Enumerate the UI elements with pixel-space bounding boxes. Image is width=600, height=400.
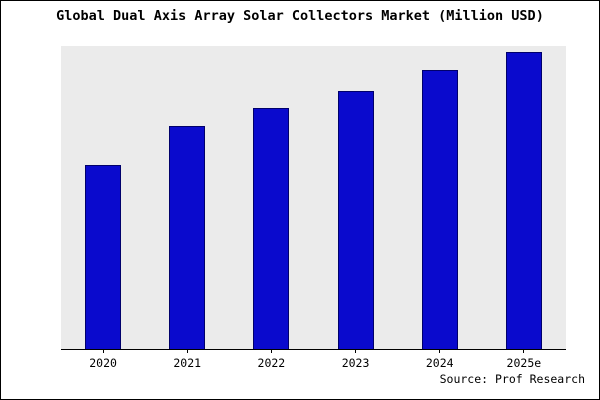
bar-2021 bbox=[169, 126, 206, 349]
chart-title: Global Dual Axis Array Solar Collectors … bbox=[56, 8, 544, 24]
x-axis-tick bbox=[270, 349, 272, 353]
x-axis-tick bbox=[102, 349, 104, 353]
bar-2023 bbox=[337, 90, 374, 349]
x-axis-label-text: 2025e bbox=[506, 356, 542, 370]
bar-2025e bbox=[505, 51, 542, 349]
bar-2022 bbox=[253, 108, 290, 349]
x-axis-label-2023: 2023 bbox=[338, 349, 374, 370]
x-axis-label-text: 2022 bbox=[257, 356, 286, 370]
x-axis-label-2024: 2024 bbox=[422, 349, 458, 370]
plot-area bbox=[61, 46, 566, 350]
x-axis-label-2020: 2020 bbox=[85, 349, 121, 370]
bar-2024 bbox=[421, 69, 458, 349]
x-axis-tick bbox=[355, 349, 357, 353]
x-axis-labels: 2020 2021 2022 2023 2024 2025e bbox=[61, 349, 566, 370]
x-axis-label-2022: 2022 bbox=[253, 349, 289, 370]
source-note: Source: Prof Research bbox=[439, 372, 585, 386]
x-axis-label-2025e: 2025e bbox=[506, 349, 542, 370]
x-axis-tick bbox=[186, 349, 188, 353]
x-axis-label-text: 2023 bbox=[341, 356, 370, 370]
x-axis-tick bbox=[523, 349, 525, 353]
x-axis-label-text: 2021 bbox=[173, 356, 202, 370]
x-axis-label-text: 2020 bbox=[89, 356, 117, 370]
x-axis-label-2021: 2021 bbox=[169, 349, 205, 370]
x-axis-tick bbox=[439, 349, 441, 353]
x-axis-label-text: 2024 bbox=[425, 356, 454, 370]
bar-2020 bbox=[85, 164, 122, 349]
